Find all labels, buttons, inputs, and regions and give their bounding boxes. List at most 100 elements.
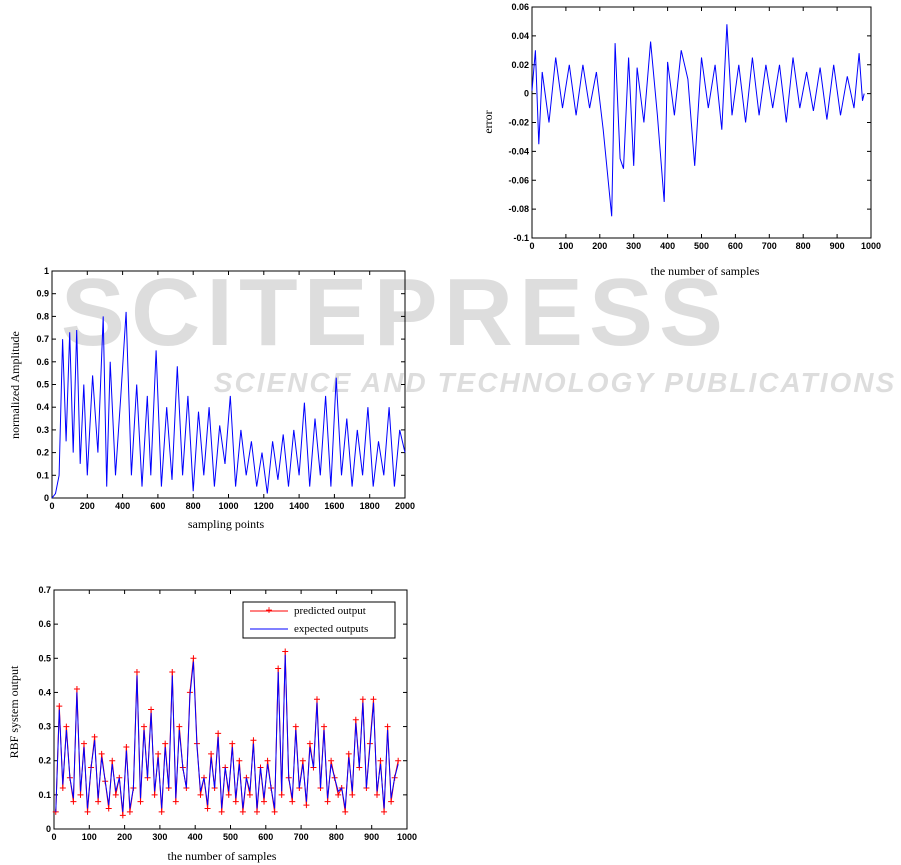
rbf-x-tick-label: 900 [364, 832, 379, 842]
rbf-series-0-point [377, 757, 384, 764]
rbf-series-0-point [81, 740, 88, 747]
rbf-series-0-point [324, 798, 331, 805]
rbf-series-0-point [215, 730, 222, 737]
rbf-series-0-point [239, 808, 246, 815]
amplitude-x-tick-label: 600 [150, 501, 165, 511]
error-y-tick-label: 0 [524, 89, 529, 99]
rbf-series-0-point [95, 798, 102, 805]
rbf-series-0-point [275, 665, 282, 672]
amplitude-series-0-line [51, 311, 406, 499]
rbf-series-0-point [395, 757, 402, 764]
rbf-series-0-point [303, 802, 310, 809]
rbf-series-0-point [59, 785, 66, 792]
rbf-series-0-point [264, 757, 271, 764]
rbf-legend: + predicted output expected outputs [242, 601, 396, 639]
rbf-x-tick-label: 300 [152, 832, 167, 842]
rbf-series-0-point [56, 703, 63, 710]
rbf-series-0-point [123, 744, 130, 751]
rbf-series-0-point [388, 798, 395, 805]
rbf-series-0-point [253, 808, 260, 815]
error-y-tick-label: -0.1 [513, 233, 529, 243]
error-x-tick-label: 1000 [861, 241, 881, 251]
amplitude-plot-area: 0 200 400 600 800 1000 1200 1400 1600 1800 2000 0 0.… [36, 266, 415, 511]
rbf-series-0-point [352, 716, 359, 723]
error-x-tick-label: 900 [830, 241, 845, 251]
watermark-subtitle: SCIENCE AND TECHNOLOGY PUBLICATIONS [214, 367, 896, 398]
rbf-series-0-point [148, 706, 155, 713]
amplitude-y-tick-label: 0.3 [36, 425, 49, 435]
rbf-series-0-point [98, 750, 105, 757]
legend-predicted-label: predicted output [294, 605, 366, 617]
rbf-series-0-point [345, 750, 352, 757]
amplitude-x-tick-label: 1200 [254, 501, 274, 511]
amplitude-y-tick-label: 1 [44, 266, 49, 276]
rbf-series-0-point [176, 723, 183, 730]
rbf-series-0-point [250, 737, 257, 744]
rbf-series-0-point [313, 696, 320, 703]
rbf-series-0-point [236, 757, 243, 764]
error-x-tick-label: 800 [796, 241, 811, 251]
rbf-y-tick-label: 0.7 [38, 585, 51, 595]
rbf-series-0-point [349, 791, 356, 798]
rbf-series-0-point [335, 791, 342, 798]
rbf-series-0-point [225, 791, 232, 798]
rbf-series-0-point [63, 723, 70, 730]
amplitude-x-tick-label: 1000 [218, 501, 238, 511]
rbf-series-0-point [282, 648, 289, 655]
rbf-series-0-point [119, 812, 126, 819]
rbf-series-0-point [292, 723, 299, 730]
rbf-series-0-point [197, 791, 204, 798]
rbf-series-0-point [126, 808, 133, 815]
rbf-y-axis-label: RBF system output [7, 665, 21, 758]
error-y-tick-label: -0.02 [508, 118, 529, 128]
rbf-series-0-point [381, 808, 388, 815]
amplitude-x-tick-label: 800 [186, 501, 201, 511]
rbf-series-0-point [342, 808, 349, 815]
rbf-series-0-point [321, 723, 328, 730]
rbf-series-0-point [229, 740, 236, 747]
rbf-series-0-point [370, 696, 377, 703]
error-axes-frame [531, 6, 872, 239]
rbf-series-0-point [109, 757, 116, 764]
amplitude-x-tick-label: 400 [115, 501, 130, 511]
error-y-tick-label: -0.06 [508, 175, 529, 185]
chart-amplitude: 0 200 400 600 800 1000 1200 1400 1600 1800 2000 0 0.… [8, 266, 415, 531]
error-x-tick-label: 700 [762, 241, 777, 251]
rbf-series-0-point [137, 798, 144, 805]
amplitude-y-tick-label: 0 [44, 493, 49, 503]
rbf-series-0-point [112, 791, 119, 798]
error-x-tick-label: 600 [728, 241, 743, 251]
rbf-series-0-point [261, 798, 268, 805]
error-x-tick-label: 100 [558, 241, 573, 251]
amplitude-x-axis-label: sampling points [188, 517, 265, 531]
amplitude-x-tick-label: 1800 [360, 501, 380, 511]
rbf-series-0-point [271, 808, 278, 815]
chart-error: 0 100 200 300 400 500 600 700 800 900 1000 -0.1 -0.0… [481, 2, 881, 278]
rbf-series-0-point [77, 791, 84, 798]
rbf-y-tick-label: 0 [46, 824, 51, 834]
amplitude-y-tick-label: 0.2 [36, 448, 49, 458]
error-x-axis-label: the number of samples [651, 264, 760, 278]
amplitude-y-tick-label: 0.6 [36, 357, 49, 367]
rbf-series-0-point [105, 805, 112, 812]
rbf-y-tick-label: 0.1 [38, 790, 51, 800]
error-y-tick-label: 0.02 [511, 60, 529, 70]
error-y-tick-label: -0.08 [508, 204, 529, 214]
rbf-x-axis-label: the number of samples [168, 849, 277, 863]
rbf-x-tick-label: 0 [51, 832, 56, 842]
rbf-x-tick-label: 100 [82, 832, 97, 842]
error-x-tick-label: 0 [529, 241, 534, 251]
amplitude-y-tick-label: 0.5 [36, 380, 49, 390]
rbf-x-tick-label: 500 [223, 832, 238, 842]
legend-box [242, 601, 396, 639]
error-x-tick-label: 300 [626, 241, 641, 251]
rbf-series-0-point [359, 696, 366, 703]
legend-expected-label: expected outputs [294, 623, 368, 635]
rbf-x-tick-label: 800 [329, 832, 344, 842]
amplitude-x-tick-label: 2000 [395, 501, 415, 511]
rbf-series-0-point [172, 798, 179, 805]
rbf-y-tick-label: 0.2 [38, 756, 51, 766]
chart-rbf: 0 100 200 300 400 500 600 700 800 900 1000 0 0.1 0.2 0… [7, 585, 417, 863]
rbf-series-0-point [384, 723, 391, 730]
